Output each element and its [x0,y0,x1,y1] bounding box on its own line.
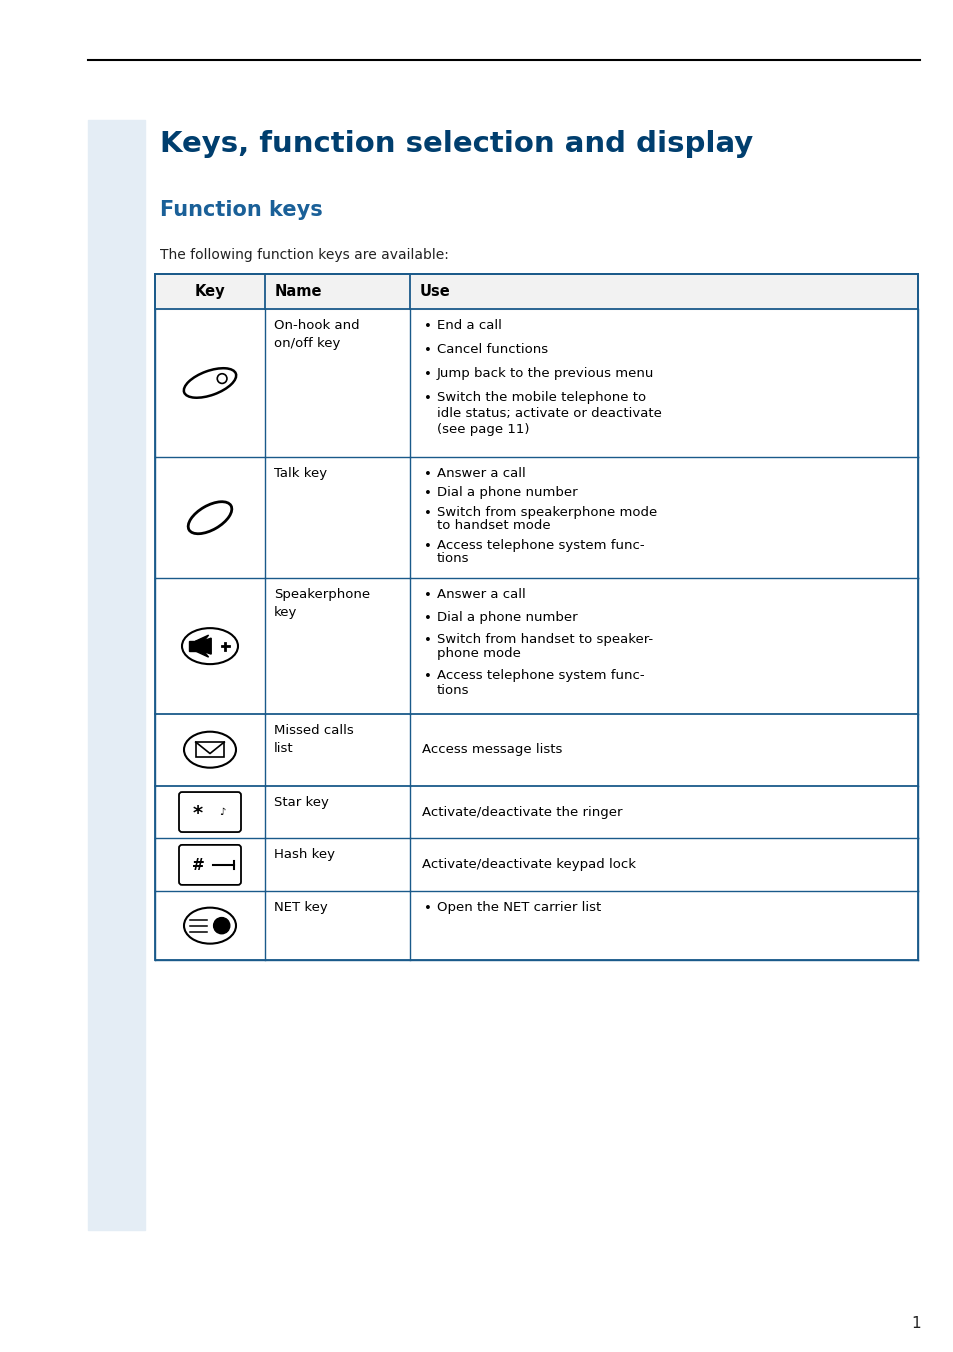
Polygon shape [195,641,209,657]
Text: Answer a call: Answer a call [436,588,525,602]
Text: Missed calls
list: Missed calls list [274,723,354,754]
Text: NET key: NET key [274,902,328,914]
Text: Hash key: Hash key [274,849,335,861]
Text: Jump back to the previous menu: Jump back to the previous menu [436,366,654,380]
Text: The following function keys are available:: The following function keys are availabl… [160,247,449,262]
Bar [195,742,224,757]
Text: Activate/deactivate keypad lock: Activate/deactivate keypad lock [421,859,636,872]
Text: Answer a call: Answer a call [436,466,525,480]
Bar [88,120,145,1230]
Polygon shape [195,635,209,652]
Bar [189,641,195,652]
Text: idle status; activate or deactivate: idle status; activate or deactivate [436,407,661,420]
Text: •: • [423,343,432,357]
Text: •: • [423,488,432,500]
Text: Switch from handset to speaker-: Switch from handset to speaker- [436,633,653,646]
Text: Access message lists: Access message lists [421,744,561,756]
Text: Access telephone system func-: Access telephone system func- [436,538,644,552]
Text: •: • [423,589,432,603]
Bar [154,274,917,310]
Text: •: • [423,539,432,553]
Text: Name: Name [274,284,322,299]
Text: phone mode: phone mode [436,648,520,660]
Text: •: • [423,507,432,521]
Text: Use: Use [419,284,450,299]
Text: ♪: ♪ [219,807,226,817]
Circle shape [213,918,230,934]
Text: Star key: Star key [274,795,329,808]
Text: Open the NET carrier list: Open the NET carrier list [436,902,600,914]
Polygon shape [199,638,211,654]
Text: Key: Key [194,284,225,299]
Text: to handset mode: to handset mode [436,519,550,533]
Text: tions: tions [436,552,469,565]
Text: tions: tions [436,684,469,698]
Text: (see page 11): (see page 11) [436,423,529,435]
Text: Activate/deactivate the ringer: Activate/deactivate the ringer [421,806,622,818]
Text: *: * [193,803,202,822]
Text: •: • [423,320,432,333]
Bar [154,274,917,960]
Text: •: • [423,468,432,481]
Text: Talk key: Talk key [274,466,327,480]
Text: •: • [423,611,432,625]
Text: Access telephone system func-: Access telephone system func- [436,669,644,683]
Text: On-hook and
on/off key: On-hook and on/off key [274,319,359,350]
Text: •: • [423,902,432,915]
Text: •: • [423,368,432,381]
Text: 1: 1 [910,1317,920,1332]
Text: Switch from speakerphone mode: Switch from speakerphone mode [436,506,657,519]
Text: Keys, function selection and display: Keys, function selection and display [160,130,753,158]
Text: #: # [193,859,205,873]
Text: •: • [423,634,432,646]
Text: •: • [423,671,432,684]
Text: Switch the mobile telephone to: Switch the mobile telephone to [436,391,645,404]
Text: •: • [423,392,432,406]
Text: End a call: End a call [436,319,501,333]
Bar [193,642,199,650]
Text: Dial a phone number: Dial a phone number [436,611,577,623]
Text: Speakerphone
key: Speakerphone key [274,588,370,619]
Text: Function keys: Function keys [160,200,322,220]
Text: Cancel functions: Cancel functions [436,343,548,356]
Text: Dial a phone number: Dial a phone number [436,487,577,499]
